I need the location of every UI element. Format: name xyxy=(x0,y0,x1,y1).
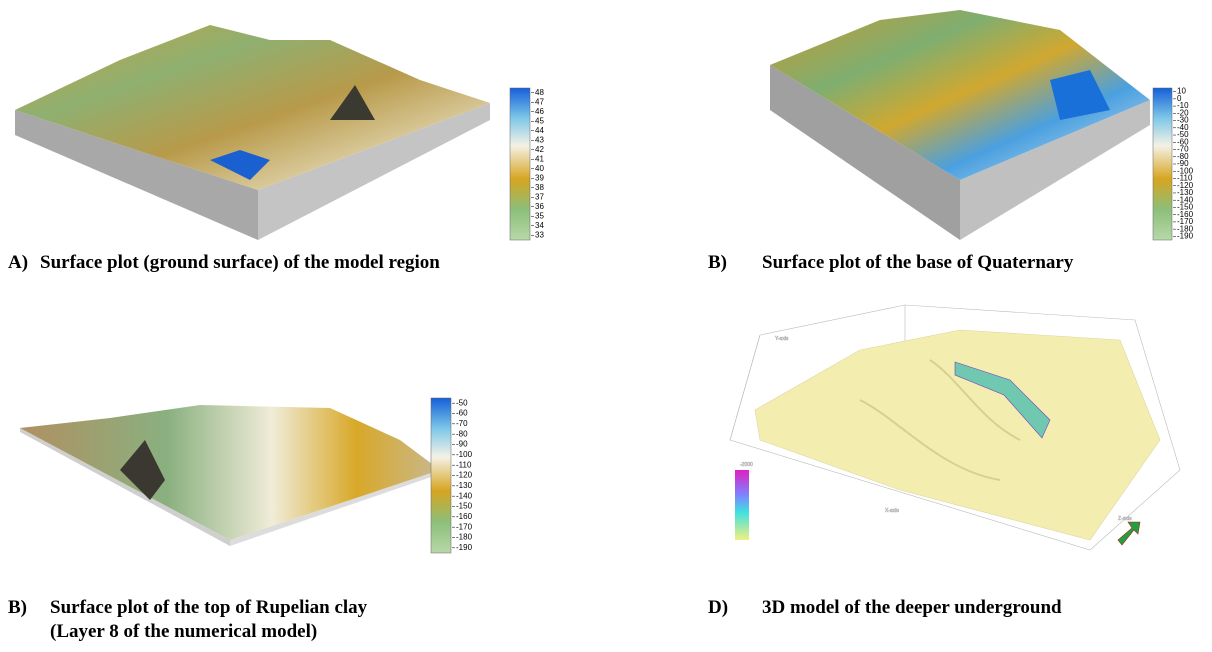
colorbar-ticks: 100-10-20-30-40-50-60-70-80-90-100-110-1… xyxy=(1173,87,1194,241)
colorbar-label: 35 xyxy=(535,211,544,220)
colorbar xyxy=(735,470,749,540)
colorbar-label: 43 xyxy=(535,135,544,144)
colorbar-label: -50 xyxy=(456,398,468,407)
colorbar-label: -60 xyxy=(456,409,468,418)
box-frame xyxy=(730,335,760,440)
colorbar-label: -130 xyxy=(456,481,473,490)
colorbar-label: -190 xyxy=(1177,231,1194,240)
colorbar-label: -70 xyxy=(456,419,468,428)
axis-label: Z-axis xyxy=(1118,516,1132,522)
caption: Surface plot of the top of Rupelian clay xyxy=(50,597,368,618)
axis-label: Y-axis xyxy=(775,336,789,342)
colorbar-label: 42 xyxy=(535,145,544,154)
figure: 48474645444342414039383736353433 100-10-… xyxy=(0,0,1212,652)
colorbar-label: 40 xyxy=(535,164,544,173)
caption-label: A) xyxy=(8,252,28,273)
colorbar-label: -190 xyxy=(456,543,473,552)
colorbar-label: 37 xyxy=(535,192,544,201)
colorbar-label: 45 xyxy=(535,116,544,125)
panel-c: -50-60-70-80-90-100-110-120-130-140-150-… xyxy=(20,398,473,553)
colorbar-label: -150 xyxy=(456,502,473,511)
axis-arrow xyxy=(1118,522,1140,545)
panel-b: 100-10-20-30-40-50-60-70-80-90-100-110-1… xyxy=(770,10,1194,240)
colorbar-label: -120 xyxy=(456,471,473,480)
surface xyxy=(20,405,440,540)
colorbar-label: -90 xyxy=(456,440,468,449)
colorbar-label: 46 xyxy=(535,107,544,116)
colorbar-label: 47 xyxy=(535,97,544,106)
colorbar-label: 39 xyxy=(535,173,544,182)
caption-label: D) xyxy=(708,597,728,618)
colorbar-label: -170 xyxy=(456,522,473,531)
colorbar-label: -2000 xyxy=(740,462,753,468)
caption-label: B) xyxy=(8,597,27,618)
colorbar-label: 44 xyxy=(535,126,544,135)
colorbar-label: -140 xyxy=(456,491,473,500)
colorbar-label: 34 xyxy=(535,221,544,230)
colorbar xyxy=(431,398,451,553)
colorbar-label: 36 xyxy=(535,202,544,211)
caption: (Layer 8 of the numerical model) xyxy=(50,621,317,642)
colorbar-label: -100 xyxy=(456,450,473,459)
colorbar-label: 41 xyxy=(535,154,544,163)
colorbar-label: 33 xyxy=(535,230,544,239)
caption-label: B) xyxy=(708,252,727,273)
colorbar xyxy=(510,88,530,240)
caption: 3D model of the deeper underground xyxy=(762,597,1062,618)
caption: Surface plot of the base of Quaternary xyxy=(762,252,1074,273)
colorbar-label: 38 xyxy=(535,183,544,192)
axis-label: X-axis xyxy=(885,508,899,514)
colorbar xyxy=(1153,88,1172,240)
panel-d: -2000 X-axis Y-axis Z-axis xyxy=(730,305,1180,550)
colorbar-label: -180 xyxy=(456,533,473,542)
colorbar-label: -160 xyxy=(456,512,473,521)
colorbar-label: -110 xyxy=(456,460,472,469)
colorbar-ticks: -50-60-70-80-90-100-110-120-130-140-150-… xyxy=(452,398,473,552)
colorbar-label: -80 xyxy=(456,429,468,438)
colorbar-label: 48 xyxy=(535,88,544,97)
surface xyxy=(755,330,1160,540)
caption: Surface plot (ground surface) of the mod… xyxy=(40,252,440,273)
